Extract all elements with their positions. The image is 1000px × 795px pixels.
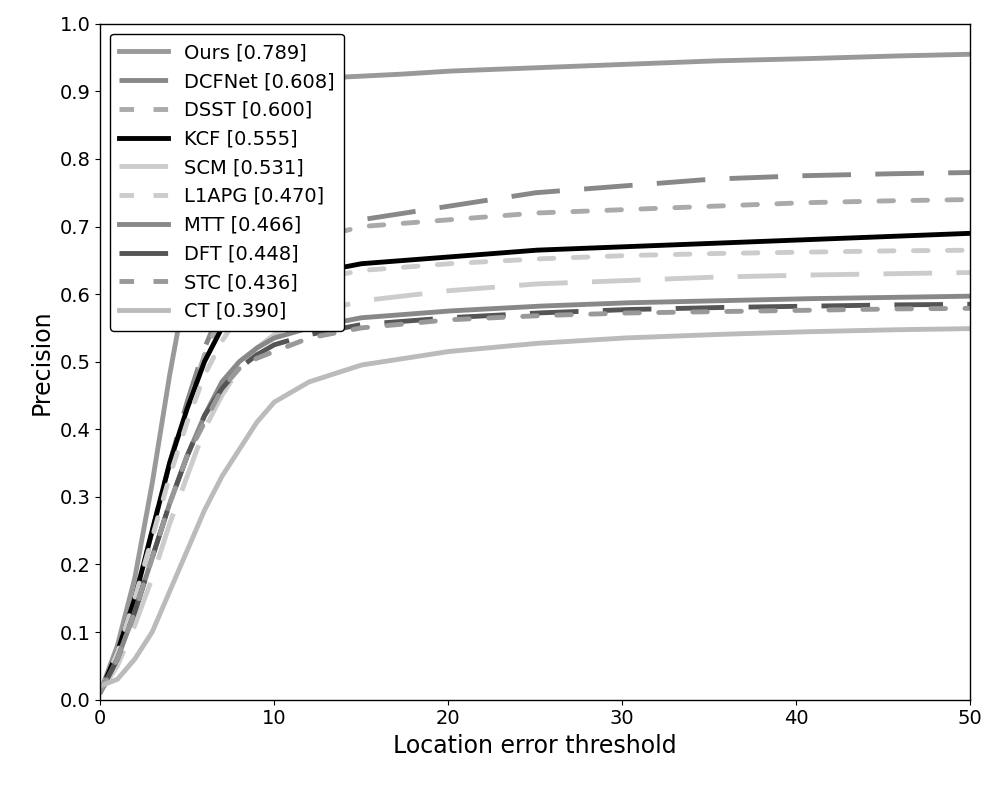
Y-axis label: Precision: Precision	[30, 309, 54, 414]
X-axis label: Location error threshold: Location error threshold	[393, 734, 677, 758]
Legend: Ours [0.789], DCFNet [0.608], DSST [0.600], KCF [0.555], SCM [0.531], L1APG [0.4: Ours [0.789], DCFNet [0.608], DSST [0.60…	[110, 33, 344, 331]
